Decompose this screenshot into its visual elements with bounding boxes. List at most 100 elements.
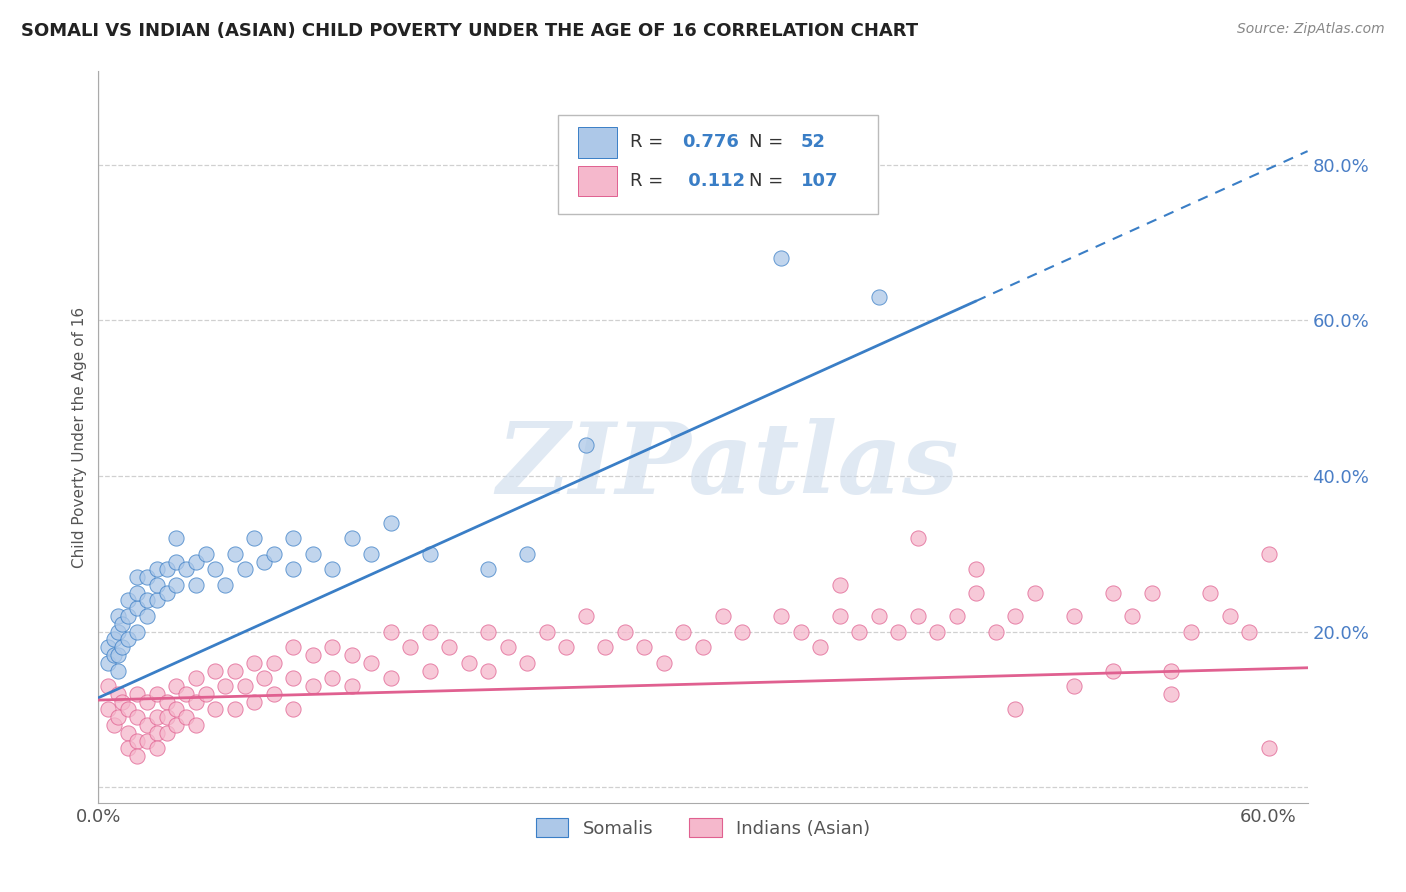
Point xyxy=(146,710,169,724)
Point xyxy=(321,640,343,655)
Point xyxy=(652,656,675,670)
Point xyxy=(127,570,149,584)
Point xyxy=(97,656,120,670)
Point xyxy=(1237,624,1260,639)
Y-axis label: Child Poverty Under the Age of 16: Child Poverty Under the Age of 16 xyxy=(72,307,87,567)
FancyBboxPatch shape xyxy=(558,115,879,214)
Point xyxy=(536,624,558,639)
Point xyxy=(146,741,169,756)
Point xyxy=(360,656,382,670)
Legend: Somalis, Indians (Asian): Somalis, Indians (Asian) xyxy=(529,811,877,845)
Point xyxy=(117,609,139,624)
Point xyxy=(165,578,187,592)
Point xyxy=(165,531,187,545)
Point xyxy=(283,562,305,576)
Point xyxy=(711,609,734,624)
Text: R =: R = xyxy=(630,133,664,152)
Point xyxy=(107,664,129,678)
Point xyxy=(136,733,159,747)
Point xyxy=(516,656,538,670)
Point xyxy=(184,555,207,569)
Point xyxy=(965,585,987,599)
Point xyxy=(1140,585,1163,599)
Point xyxy=(1063,679,1085,693)
Point xyxy=(156,585,179,599)
Point xyxy=(146,725,169,739)
Point xyxy=(380,624,402,639)
Point xyxy=(107,624,129,639)
Point xyxy=(828,578,851,592)
Point xyxy=(828,609,851,624)
Point xyxy=(1219,609,1241,624)
Point xyxy=(360,547,382,561)
Point xyxy=(156,562,179,576)
Point xyxy=(136,593,159,607)
Text: R =: R = xyxy=(630,172,664,190)
Text: 52: 52 xyxy=(801,133,825,152)
Point xyxy=(233,562,256,576)
Point xyxy=(439,640,461,655)
Point xyxy=(224,664,246,678)
Point xyxy=(399,640,422,655)
Point xyxy=(419,624,441,639)
Text: 0.776: 0.776 xyxy=(682,133,740,152)
Point xyxy=(1121,609,1143,624)
Point xyxy=(156,695,179,709)
Point xyxy=(769,251,792,265)
Point xyxy=(868,609,890,624)
Point xyxy=(633,640,655,655)
Point xyxy=(984,624,1007,639)
Point xyxy=(127,624,149,639)
Point xyxy=(321,671,343,685)
Point xyxy=(907,609,929,624)
Point xyxy=(204,562,226,576)
Point xyxy=(263,687,285,701)
Point xyxy=(127,733,149,747)
Point xyxy=(111,616,134,631)
FancyBboxPatch shape xyxy=(578,166,617,196)
Point xyxy=(263,656,285,670)
Point xyxy=(477,624,499,639)
Point xyxy=(127,749,149,764)
Point xyxy=(136,570,159,584)
Point xyxy=(283,640,305,655)
Point xyxy=(117,702,139,716)
Point xyxy=(127,687,149,701)
Point xyxy=(97,702,120,716)
Text: Source: ZipAtlas.com: Source: ZipAtlas.com xyxy=(1237,22,1385,37)
Point xyxy=(146,593,169,607)
Point xyxy=(146,562,169,576)
Point xyxy=(165,718,187,732)
Point xyxy=(165,555,187,569)
Point xyxy=(1160,687,1182,701)
Point xyxy=(1101,585,1123,599)
Text: ZIPatlas: ZIPatlas xyxy=(496,418,959,515)
Point xyxy=(283,702,305,716)
Point xyxy=(302,648,325,662)
Point xyxy=(477,562,499,576)
Point xyxy=(243,656,266,670)
Point xyxy=(184,671,207,685)
Point xyxy=(224,702,246,716)
Point xyxy=(283,531,305,545)
Point xyxy=(136,609,159,624)
Point xyxy=(1160,664,1182,678)
Point xyxy=(1180,624,1202,639)
Point xyxy=(965,562,987,576)
Point xyxy=(516,547,538,561)
Point xyxy=(204,702,226,716)
Point xyxy=(321,562,343,576)
Point xyxy=(146,687,169,701)
Point xyxy=(146,578,169,592)
Point xyxy=(156,710,179,724)
Point xyxy=(165,679,187,693)
Point xyxy=(1024,585,1046,599)
Point xyxy=(868,290,890,304)
Point xyxy=(184,578,207,592)
Point xyxy=(204,664,226,678)
Point xyxy=(156,725,179,739)
Point xyxy=(107,648,129,662)
Point xyxy=(111,695,134,709)
Point xyxy=(808,640,831,655)
Point xyxy=(97,679,120,693)
